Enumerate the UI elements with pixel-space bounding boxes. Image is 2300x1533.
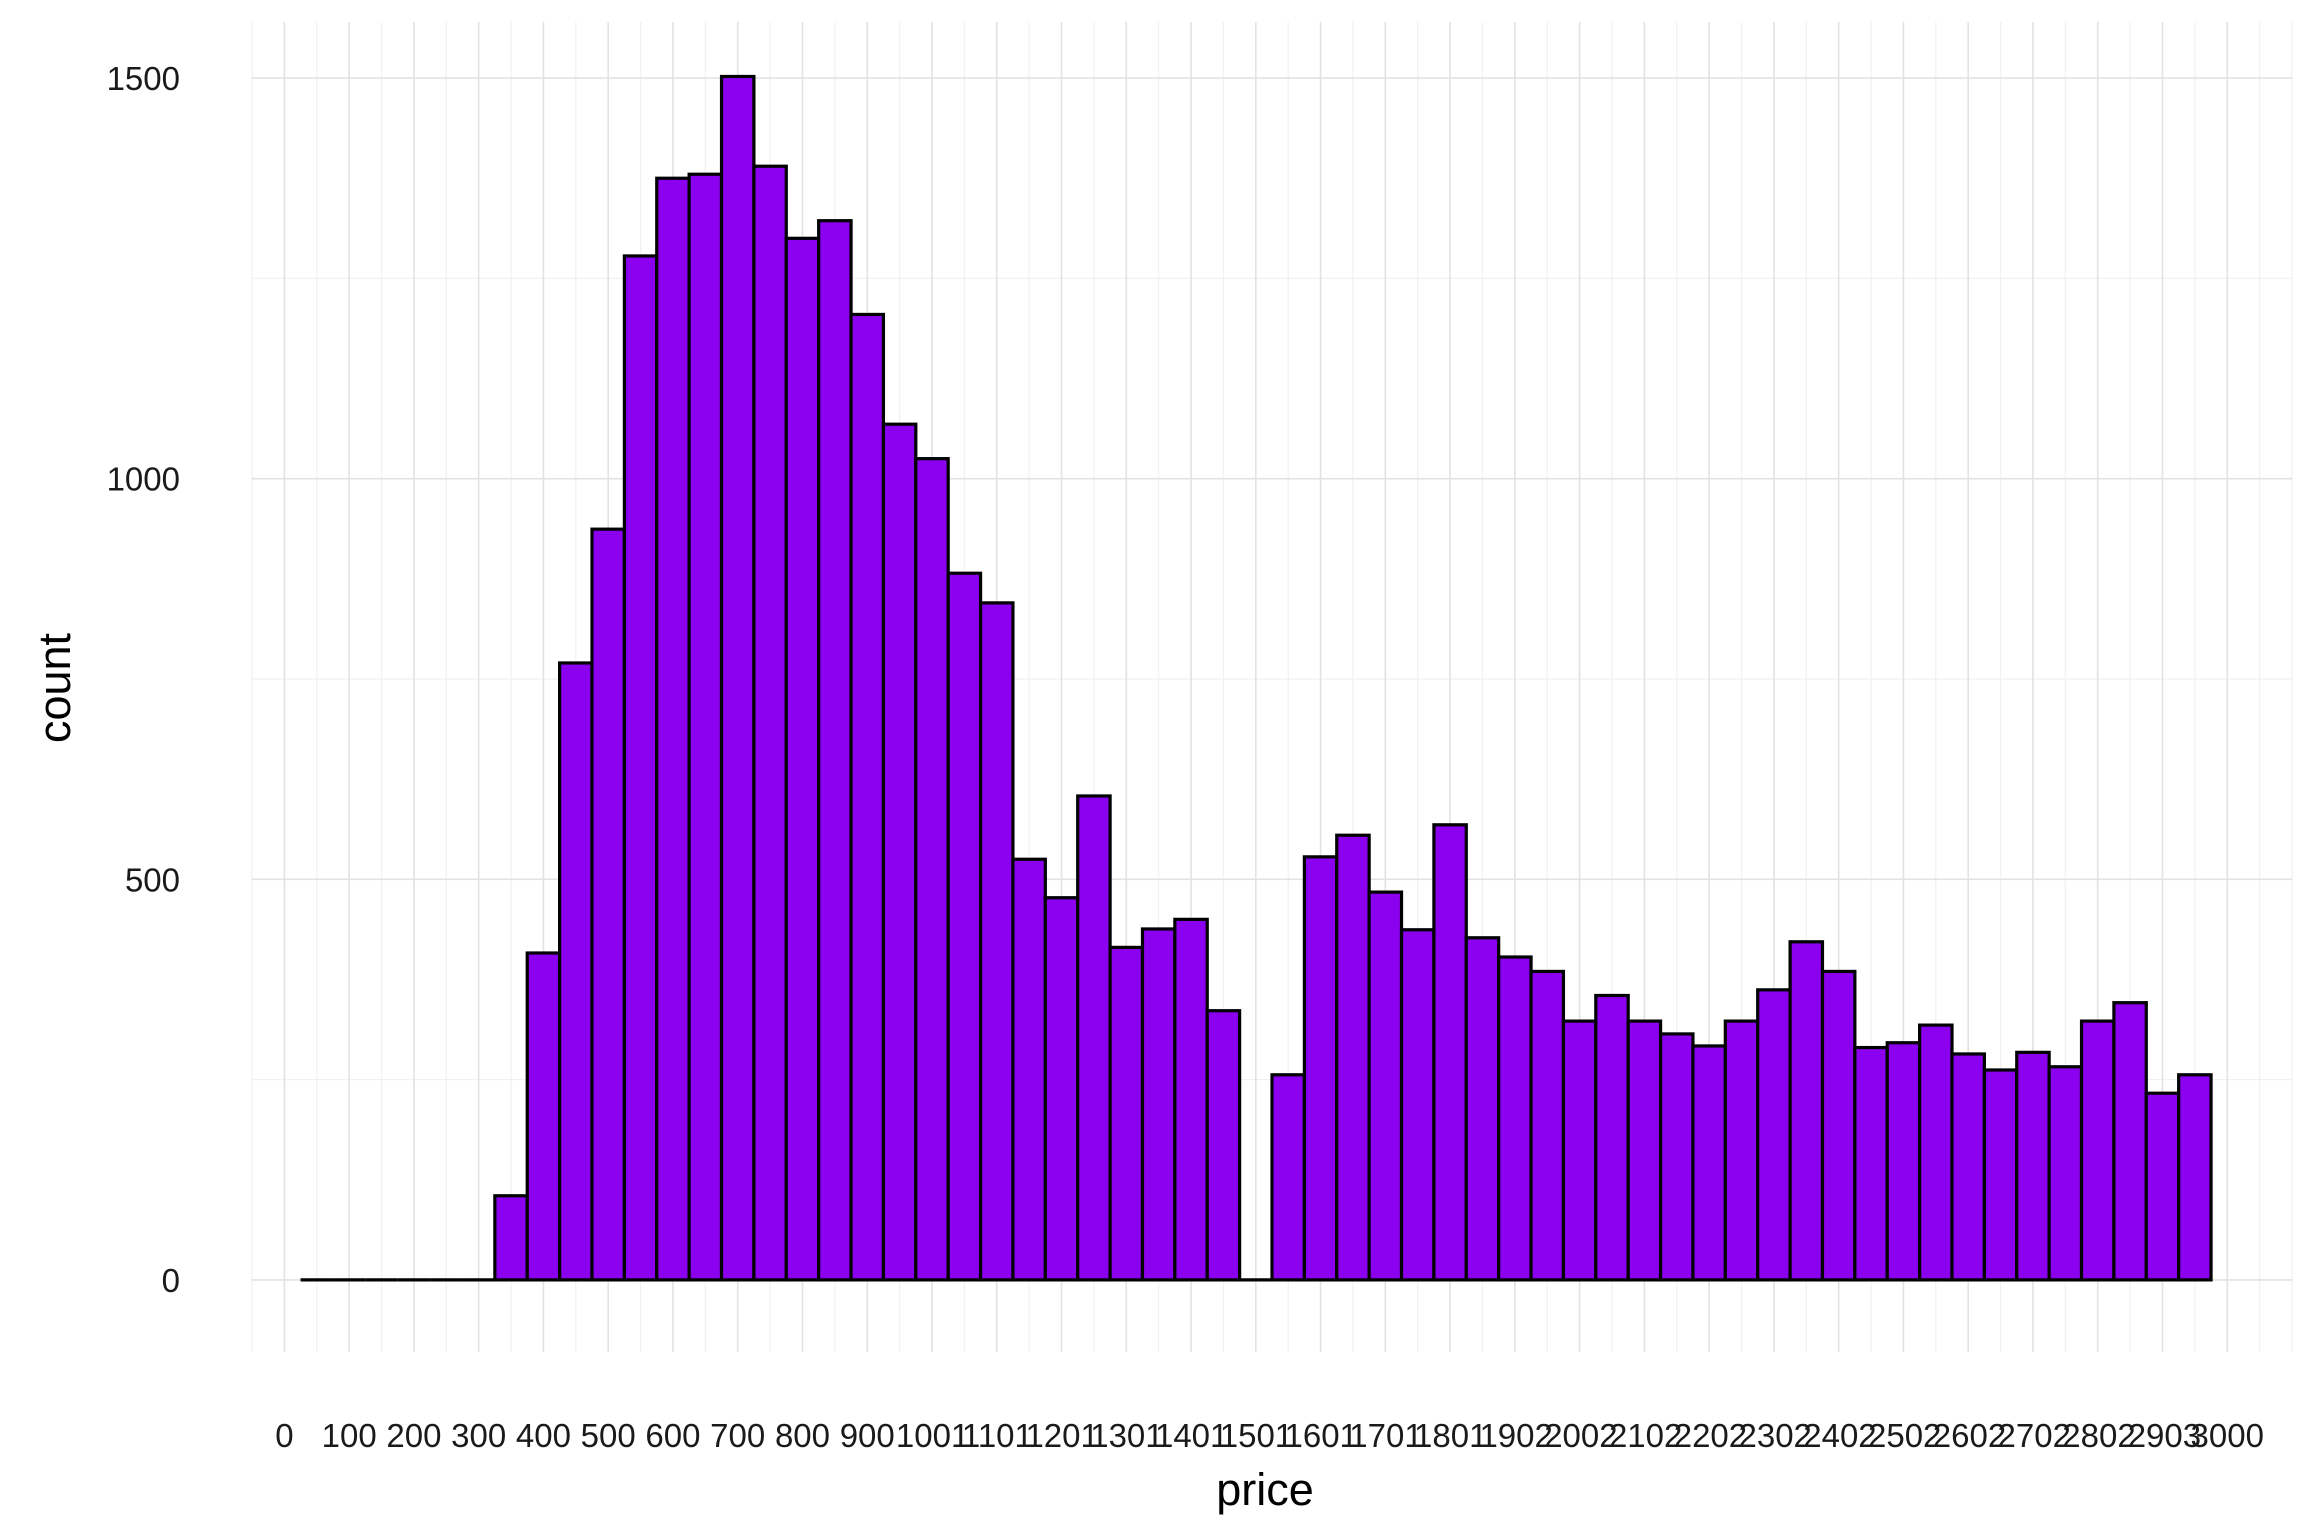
x-tick-label: 500 [581, 1417, 636, 1454]
x-tick-label: 300 [451, 1417, 506, 1454]
x-tick-label: 1301 [1090, 1417, 1163, 1454]
histogram-bar [2112, 1001, 2148, 1282]
x-tick-label: 100 [322, 1417, 377, 1454]
histogram-bar [525, 951, 562, 1282]
x-tick-label: 1201 [1025, 1417, 1098, 1454]
histogram-bar [1853, 1045, 1889, 1282]
histogram-bar [914, 457, 950, 1282]
histogram-bar [1594, 993, 1630, 1282]
histogram-bar [687, 172, 724, 1282]
x-tick-label: 2802 [2062, 1417, 2135, 1454]
histogram-bar [946, 571, 983, 1282]
histogram-bar [1205, 1009, 1242, 1282]
x-tick-label: 1101 [962, 1417, 1033, 1454]
histogram-bar [1464, 936, 1501, 1282]
histogram-bar [1432, 823, 1468, 1282]
histogram-bar [1076, 794, 1112, 1282]
x-tick-label: 0 [275, 1417, 293, 1454]
histogram-bar [1788, 940, 1825, 1282]
histogram-bar [1885, 1041, 1922, 1282]
histogram-bar [1820, 969, 1857, 1282]
histogram-bar [1011, 857, 1047, 1282]
x-tick-label: 1601 [1285, 1417, 1358, 1454]
histogram-bar [849, 312, 886, 1282]
x-tick-label: 800 [775, 1417, 830, 1454]
x-tick-label: 200 [386, 1417, 441, 1454]
y-tick-label: 1500 [107, 60, 180, 97]
histogram-bar [881, 422, 918, 1282]
histogram-bar [978, 601, 1015, 1282]
histogram-bar [2144, 1091, 2181, 1282]
histogram-bar [1658, 1032, 1695, 1282]
histogram-bar [590, 527, 626, 1282]
x-tick-label: 700 [710, 1417, 765, 1454]
y-tick-label: 1000 [107, 461, 180, 498]
histogram-bar [1302, 855, 1339, 1282]
y-axis-tick-labels: 0 500 1000 1500 [107, 60, 180, 1299]
histogram-bar [1497, 955, 1533, 1282]
histogram-bar [2015, 1050, 2051, 1282]
histogram-bar [622, 254, 659, 1282]
histogram-bar [1950, 1052, 1986, 1282]
histogram-bar [1335, 833, 1371, 1282]
histogram-bar [719, 74, 756, 1282]
histogram-bar [1173, 917, 1209, 1282]
histogram-bar [817, 219, 853, 1282]
x-tick-label: 1001 [896, 1417, 969, 1454]
histogram-bar [1529, 969, 1566, 1282]
x-tick-label: 2402 [1803, 1417, 1876, 1454]
y-tick-label: 0 [162, 1262, 180, 1299]
histogram-bar [1367, 890, 1404, 1282]
x-tick-label: 1902 [1479, 1417, 1552, 1454]
x-tick-label: 2302 [1738, 1417, 1811, 1454]
y-axis-title: count [29, 632, 80, 743]
x-tick-label: 2102 [1609, 1417, 1682, 1454]
histogram-bar [655, 176, 691, 1282]
x-tick-label: 2502 [1868, 1417, 1941, 1454]
histogram-bar [1270, 1073, 1306, 1282]
histogram-bar [1756, 988, 1792, 1282]
x-tick-label: 1501 [1220, 1417, 1293, 1454]
x-tick-label: 1701 [1349, 1417, 1422, 1454]
histogram-bar [1043, 896, 1080, 1282]
histogram-bar [2177, 1073, 2213, 1282]
histogram-bar [2079, 1019, 2116, 1282]
histogram-bar [1140, 927, 1177, 1282]
histogram-bar [752, 164, 788, 1282]
x-tick-label: 2903 [2128, 1417, 2201, 1454]
x-tick-label: 2202 [1674, 1417, 1747, 1454]
x-tick-label: 900 [840, 1417, 895, 1454]
histogram-bar [558, 661, 594, 1282]
y-tick-label: 500 [125, 861, 180, 898]
histogram-bar [1691, 1044, 1727, 1282]
x-tick-label: 1401 [1155, 1417, 1228, 1454]
histogram-bar [784, 236, 821, 1282]
x-tick-label: 2702 [1998, 1417, 2071, 1454]
histogram-bars [300, 74, 2213, 1282]
histogram-bar [1108, 945, 1145, 1282]
x-tick-label: 2602 [1933, 1417, 2006, 1454]
x-axis-title: price [1216, 1464, 1314, 1515]
x-tick-label: 3000 [2191, 1417, 2264, 1454]
x-tick-label: 600 [645, 1417, 700, 1454]
histogram-bar [1982, 1068, 2019, 1282]
histogram-bar [1561, 1019, 1598, 1282]
histogram-bar [493, 1194, 529, 1282]
histogram-bar [1723, 1019, 1760, 1282]
histogram-bar [1399, 928, 1436, 1282]
x-tick-label: 1801 [1414, 1417, 1487, 1454]
x-tick-label: 400 [516, 1417, 571, 1454]
histogram-bar [2047, 1065, 2084, 1282]
x-axis-tick-labels: 0 100 200 300 400 500 600 700 800 900 100111011201… [275, 1417, 2264, 1454]
histogram-bar [1918, 1023, 1954, 1282]
x-tick-label: 2002 [1544, 1417, 1617, 1454]
histogram-bar [1626, 1019, 1663, 1282]
